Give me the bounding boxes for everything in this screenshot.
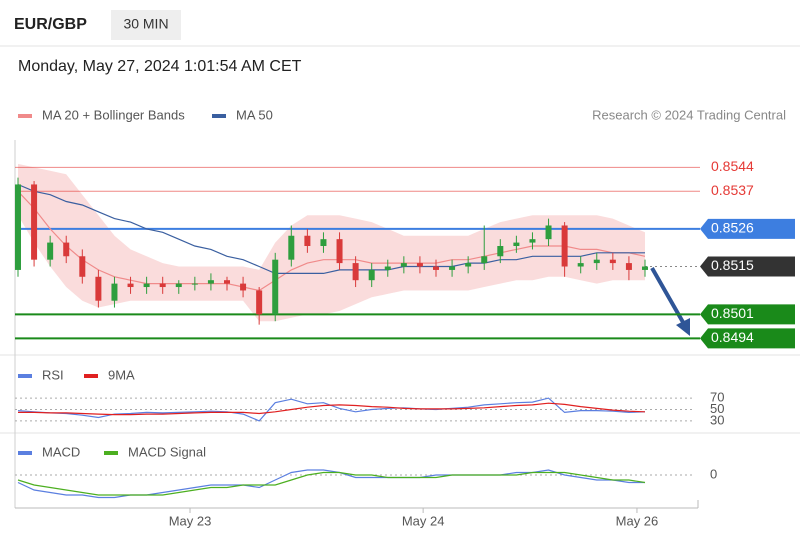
y-tick-label: 30: [710, 412, 724, 427]
candle-body: [256, 290, 263, 315]
legend-label: MACD: [42, 444, 80, 459]
legend-label: MA 50: [236, 107, 273, 122]
candle-body: [240, 283, 247, 291]
level-label: 0.8544: [711, 158, 754, 174]
candle-body: [272, 259, 279, 315]
legend-swatch: [18, 114, 32, 118]
candle-body: [95, 276, 102, 301]
candle-body: [593, 259, 600, 264]
legend-label: RSI: [42, 367, 64, 382]
candle-body: [625, 263, 632, 270]
candle-body: [577, 263, 584, 267]
timeframe: 30 MIN: [123, 16, 168, 32]
level-label: 0.8501: [711, 305, 754, 321]
ma-line: [17, 190, 646, 292]
candle-body: [127, 283, 134, 288]
level-box: [700, 304, 795, 325]
candle-body: [352, 263, 359, 281]
y-tick-label: 0: [710, 466, 717, 481]
indicator-line: [17, 471, 646, 496]
level-box: [700, 256, 795, 277]
candle-body: [15, 184, 21, 270]
candle-body: [642, 266, 648, 270]
x-tick-label: May 23: [169, 513, 212, 528]
legend-label: MACD Signal: [128, 444, 206, 459]
legend-swatch: [104, 451, 118, 455]
legend-swatch: [84, 374, 98, 378]
level-label: 0.8515: [711, 257, 754, 273]
candle-body: [143, 283, 150, 288]
indicator-line: [18, 402, 646, 416]
symbol: EUR/GBP: [14, 16, 87, 33]
candle-body: [63, 242, 70, 257]
level-label: 0.8526: [711, 220, 754, 236]
candle-body: [384, 266, 391, 270]
candle-body: [481, 256, 488, 264]
candle-body: [191, 283, 198, 285]
candle-body: [368, 269, 375, 281]
x-tick-label: May 24: [402, 513, 445, 528]
candle-body: [304, 235, 311, 246]
level-label: 0.8494: [711, 329, 754, 345]
indicator-line: [17, 469, 645, 499]
candle-body: [400, 263, 407, 267]
candle-body: [47, 242, 54, 260]
candle-body: [207, 280, 214, 284]
candle-body: [529, 239, 536, 243]
candle-body: [288, 235, 295, 260]
legend-label: 9MA: [108, 367, 135, 382]
bollinger-band: [18, 163, 645, 322]
y-tick-label: 50: [710, 401, 724, 416]
candle-body: [336, 239, 343, 264]
candle-body: [609, 259, 616, 264]
candle-body: [497, 246, 504, 257]
candle-body: [79, 256, 86, 277]
candle-body: [545, 225, 552, 240]
candle-body: [449, 266, 456, 270]
candle-body: [224, 280, 230, 284]
candle-body: [433, 266, 439, 270]
candle-body: [175, 283, 182, 288]
timestamp: Monday, May 27, 2024 1:01:54 AM CET: [18, 58, 302, 75]
level-box: [700, 218, 795, 239]
level-label: 0.8537: [711, 182, 754, 198]
legend-swatch: [212, 114, 226, 118]
credit: Research © 2024 Trading Central: [592, 107, 786, 122]
candle-body: [320, 239, 327, 246]
candle-body: [111, 283, 118, 301]
candle-body: [159, 283, 166, 288]
candle-body: [465, 263, 472, 267]
candle-body: [561, 225, 568, 267]
x-tick-label: May 26: [616, 513, 659, 528]
candle-body: [31, 184, 38, 260]
legend-label: MA 20 + Bollinger Bands: [42, 107, 185, 122]
candle-body: [416, 263, 423, 267]
legend-swatch: [18, 451, 32, 455]
legend-swatch: [18, 374, 32, 378]
ma-line: [17, 183, 645, 274]
candle-body: [513, 242, 520, 246]
y-tick-label: 70: [710, 390, 724, 405]
timeframe-box: [111, 10, 181, 40]
level-box: [700, 328, 795, 349]
